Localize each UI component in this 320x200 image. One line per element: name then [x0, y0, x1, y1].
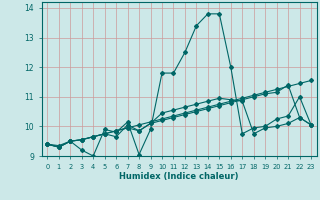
- X-axis label: Humidex (Indice chaleur): Humidex (Indice chaleur): [119, 172, 239, 181]
